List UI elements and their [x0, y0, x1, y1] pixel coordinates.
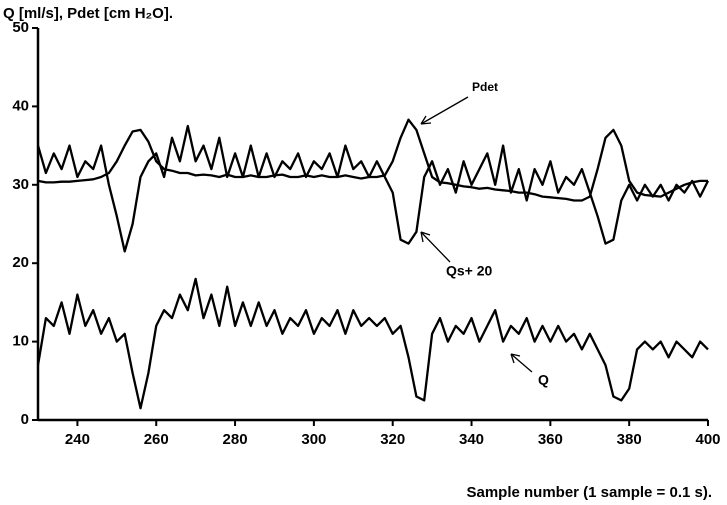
y-tick-label: 0 [21, 411, 29, 428]
x-tick-label: 360 [538, 431, 563, 448]
x-tick-label: 260 [144, 431, 169, 448]
y-tick-label: 50 [12, 19, 29, 36]
x-tick-label: 280 [223, 431, 248, 448]
x-tick-label: 300 [301, 431, 326, 448]
x-tick-label: 320 [380, 431, 405, 448]
x-tick-label: 340 [459, 431, 484, 448]
series-line [36, 277, 709, 410]
annotation: Q [538, 372, 549, 388]
x-axis-label: Sample number (1 sample = 0.1 s). [466, 484, 712, 501]
arrow [510, 353, 533, 373]
y-tick-label: 20 [12, 254, 29, 271]
x-tick-label: 380 [617, 431, 642, 448]
arrow [420, 231, 451, 263]
annotation: Pdet [472, 80, 498, 94]
y-tick-label: 10 [12, 333, 29, 350]
series-line [37, 118, 708, 202]
y-tick-label: 30 [12, 176, 29, 193]
y-axis-label: Q [ml/s], Pdet [cm H₂O]. [3, 5, 173, 22]
y-tick-label: 40 [12, 97, 29, 114]
x-tick-label: 240 [65, 431, 90, 448]
arrow [420, 96, 469, 125]
arrows [420, 96, 533, 373]
annotation: Qs+ 20 [446, 263, 493, 279]
series-line [36, 124, 710, 253]
x-tick-label: 400 [695, 431, 720, 448]
